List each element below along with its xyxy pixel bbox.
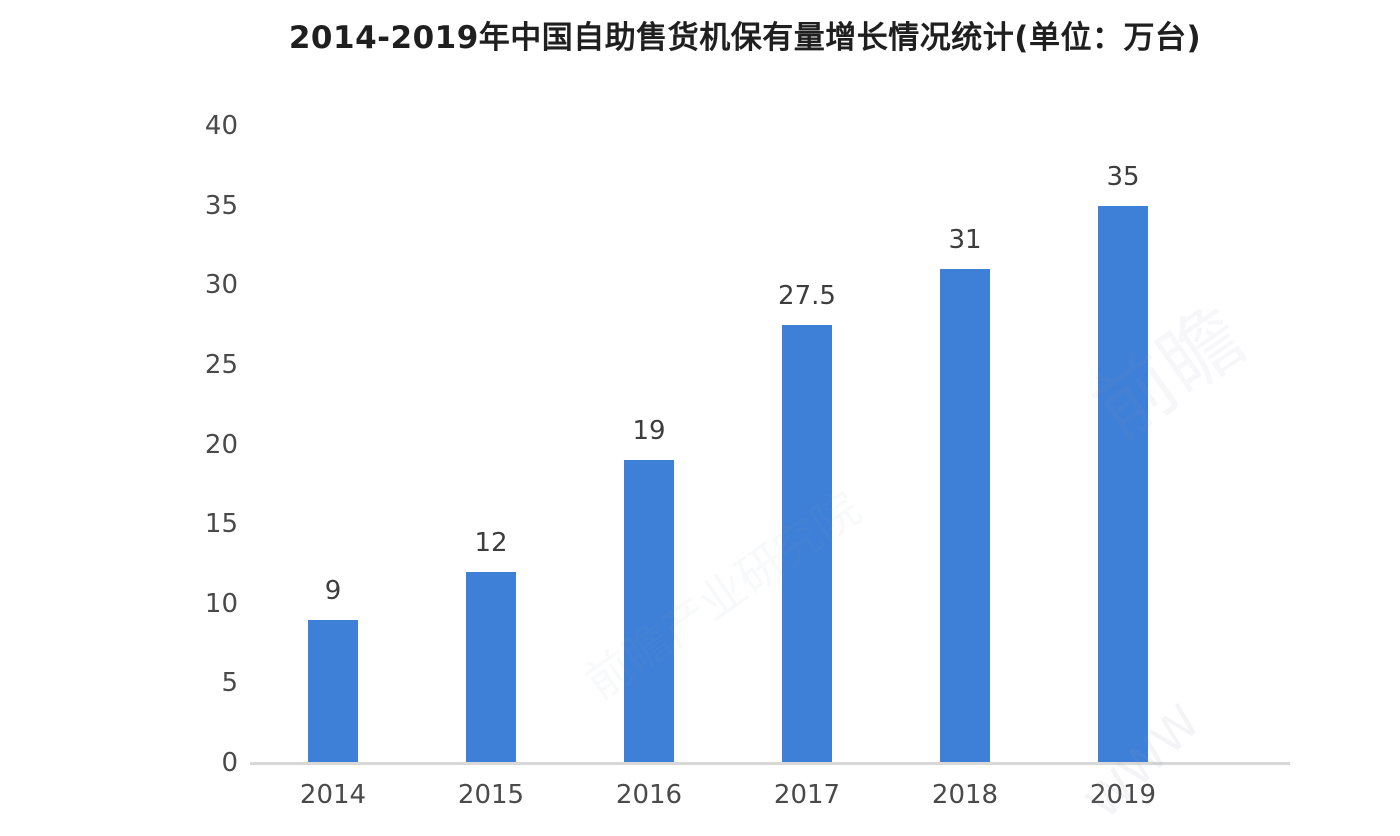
value-label: 19 <box>632 416 666 447</box>
x-axis-line <box>250 762 1290 765</box>
x-tick-label: 2018 <box>931 780 999 810</box>
watermark-text: 前瞻 <box>1076 289 1261 458</box>
x-tick-label: 2019 <box>1089 780 1157 810</box>
bar-2019 <box>1098 205 1148 763</box>
bar-2017 <box>782 325 832 763</box>
y-tick-label: 20 <box>204 429 238 460</box>
y-tick-label: 30 <box>204 270 238 301</box>
bar-2018 <box>940 269 990 763</box>
y-tick-label: 5 <box>221 668 238 699</box>
y-tick-label: 25 <box>204 349 238 380</box>
value-label: 35 <box>1106 161 1140 192</box>
x-tick-label: 2016 <box>615 780 683 810</box>
bar-2016 <box>624 460 674 763</box>
chart-title: 2014-2019年中国自助售货机保有量增长情况统计(单位：万台) <box>288 20 1202 56</box>
x-tick-label: 2014 <box>299 780 367 810</box>
y-tick-label: 10 <box>204 588 238 619</box>
value-label: 31 <box>948 225 982 256</box>
y-tick-label: 0 <box>221 748 238 778</box>
x-tick-label: 2017 <box>773 780 841 810</box>
bar-2014 <box>308 619 358 763</box>
value-label: 12 <box>474 527 508 558</box>
y-tick-label: 35 <box>204 190 238 221</box>
bar-2015 <box>466 571 516 763</box>
value-label: 9 <box>324 575 342 606</box>
y-tick-label: 40 <box>204 111 238 141</box>
y-tick-label: 15 <box>204 509 238 540</box>
x-tick-label: 2015 <box>457 780 525 810</box>
value-label: 27.5 <box>778 281 836 312</box>
